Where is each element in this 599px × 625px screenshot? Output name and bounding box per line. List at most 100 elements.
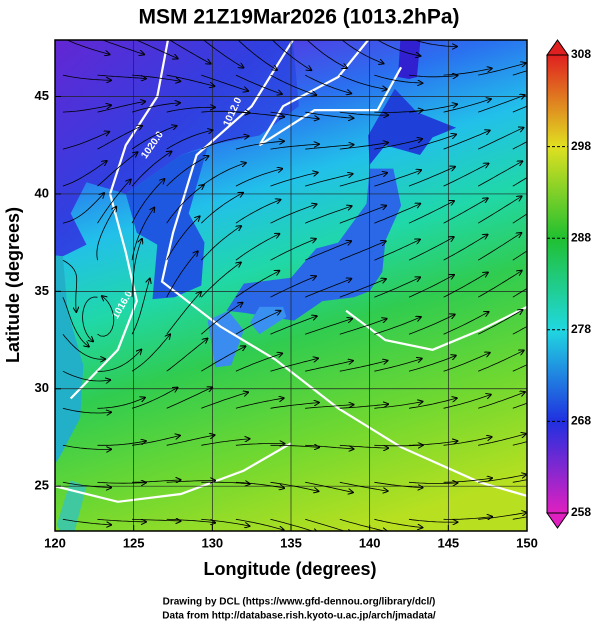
streamline bbox=[132, 74, 180, 81]
streamline bbox=[478, 128, 523, 150]
colorbar-tick-label: 268 bbox=[571, 414, 591, 428]
streamline bbox=[443, 68, 492, 76]
streamline bbox=[131, 179, 164, 224]
streamline bbox=[131, 279, 150, 335]
streamline bbox=[478, 271, 522, 298]
streamline bbox=[270, 358, 318, 372]
streamline bbox=[201, 439, 249, 446]
streamline bbox=[478, 63, 526, 76]
colorbar-tick-label: 258 bbox=[571, 505, 591, 519]
streamline bbox=[305, 174, 352, 187]
streamline bbox=[305, 74, 351, 93]
streamline bbox=[131, 208, 154, 261]
streamline bbox=[131, 388, 177, 409]
streamline bbox=[270, 144, 319, 150]
continent-south bbox=[55, 255, 84, 464]
streamline bbox=[97, 102, 146, 113]
streamline bbox=[235, 311, 281, 335]
streamline bbox=[443, 353, 490, 372]
x-tick-label: 135 bbox=[280, 535, 302, 550]
colorbar-fill bbox=[546, 54, 569, 514]
streamline bbox=[166, 74, 215, 86]
streamline bbox=[443, 164, 489, 187]
hokkaido bbox=[368, 88, 457, 165]
streamline bbox=[131, 126, 177, 150]
title: MSM 21Z19Mar2026 (1013.2hPa) bbox=[139, 6, 460, 29]
x-tick-label: 130 bbox=[201, 535, 223, 550]
streamline bbox=[166, 481, 215, 483]
streamline bbox=[96, 207, 116, 261]
colorbar-extend-top bbox=[546, 39, 569, 56]
streamline bbox=[339, 74, 387, 89]
streamline bbox=[444, 37, 492, 39]
streamline bbox=[443, 131, 490, 150]
streamline bbox=[512, 70, 527, 76]
isobar bbox=[69, 40, 170, 400]
streamline bbox=[339, 444, 388, 448]
sakhalin bbox=[398, 40, 421, 79]
streamline bbox=[235, 74, 282, 94]
streamline bbox=[443, 235, 488, 261]
streamline bbox=[408, 237, 454, 261]
streamline bbox=[201, 392, 248, 409]
streamline bbox=[374, 402, 422, 409]
streamline bbox=[306, 40, 347, 68]
streamline bbox=[305, 145, 353, 150]
streamline bbox=[235, 444, 285, 446]
streamline bbox=[408, 518, 457, 522]
streamline bbox=[235, 234, 280, 261]
streamline bbox=[235, 271, 280, 298]
streamline bbox=[408, 75, 457, 77]
streamline bbox=[512, 141, 527, 150]
x-tick-label: 125 bbox=[123, 535, 145, 550]
streamline bbox=[201, 482, 249, 484]
streamline bbox=[305, 111, 353, 118]
streamline bbox=[270, 74, 317, 95]
streamline bbox=[201, 518, 249, 526]
streamlines bbox=[62, 37, 527, 531]
streamline bbox=[408, 398, 457, 409]
streamline bbox=[341, 40, 384, 63]
streamline bbox=[97, 441, 146, 446]
streamline bbox=[478, 351, 524, 372]
streamline bbox=[305, 405, 353, 409]
streamline bbox=[82, 296, 98, 341]
streamline bbox=[235, 111, 284, 117]
streamline bbox=[235, 481, 284, 488]
streamline bbox=[339, 279, 386, 298]
isobar bbox=[345, 305, 527, 351]
streamline bbox=[305, 444, 353, 449]
colorbar: 258 268 278 288 298 308 bbox=[546, 39, 591, 529]
streamline bbox=[166, 251, 198, 298]
streamline bbox=[166, 387, 213, 409]
streamline bbox=[270, 276, 316, 298]
streamline bbox=[374, 359, 421, 372]
streamline bbox=[166, 518, 215, 522]
streamline bbox=[339, 404, 388, 409]
streamline bbox=[477, 196, 521, 224]
streamline bbox=[62, 333, 105, 359]
streamline bbox=[270, 481, 319, 491]
streamline bbox=[339, 518, 387, 531]
streamline bbox=[478, 392, 525, 409]
y-tick-label: 35 bbox=[35, 283, 49, 298]
streamline bbox=[201, 193, 243, 224]
streamline bbox=[374, 481, 422, 487]
streamline bbox=[443, 395, 491, 409]
streamline bbox=[270, 316, 317, 335]
streamline bbox=[443, 273, 488, 298]
streamline bbox=[478, 475, 526, 483]
streamline bbox=[478, 434, 526, 446]
streamline bbox=[408, 104, 457, 113]
continent-north bbox=[55, 40, 299, 257]
streamline bbox=[132, 480, 180, 482]
colorbar-tick-label: 298 bbox=[571, 139, 591, 153]
streamline bbox=[166, 435, 215, 446]
streamline bbox=[201, 163, 246, 187]
streamline bbox=[97, 519, 146, 522]
streamline bbox=[374, 204, 420, 224]
streamline bbox=[408, 275, 454, 298]
streamline bbox=[62, 132, 109, 150]
colorbar-tick-label: 278 bbox=[571, 322, 591, 336]
